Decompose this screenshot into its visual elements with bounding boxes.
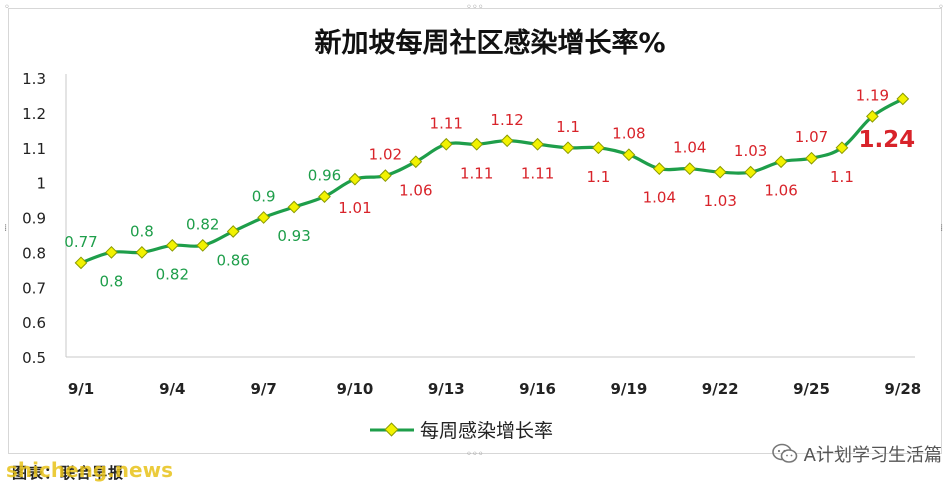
data-label: 1.01 bbox=[338, 199, 371, 217]
data-point-marker bbox=[439, 137, 453, 151]
data-label: 1.04 bbox=[643, 189, 676, 207]
data-label: 1.19 bbox=[856, 86, 889, 104]
series-layer: 0.77 0.8 0.8 0.82 0.82 0.86 0.9 0.93 0.96 1.01 1.0… bbox=[64, 86, 915, 290]
x-axis: 9/1 9/4 9/7 9/10 9/13 9/16 9/19 9/22 9/25 9/28 bbox=[66, 356, 921, 398]
x-tick-label: 9/16 bbox=[519, 380, 556, 398]
y-tick-label: 1.3 bbox=[22, 70, 46, 88]
data-label: 0.9 bbox=[252, 188, 276, 206]
data-label: 1.06 bbox=[764, 182, 797, 200]
data-point-marker bbox=[470, 137, 484, 151]
y-tick-label: 0.7 bbox=[22, 279, 46, 297]
data-label: 1.1 bbox=[830, 168, 854, 186]
frame-handle-right[interactable]: ⁞ bbox=[940, 223, 944, 234]
data-label: 1.1 bbox=[556, 118, 580, 136]
data-point-marker bbox=[287, 200, 301, 214]
data-label: 1.03 bbox=[734, 142, 767, 160]
data-point-marker bbox=[774, 155, 788, 169]
x-tick-label: 9/4 bbox=[159, 380, 185, 398]
y-tick-label: 0.5 bbox=[22, 349, 46, 367]
data-point-marker bbox=[409, 155, 423, 169]
data-point-marker bbox=[713, 165, 727, 179]
chart-frame bbox=[8, 8, 942, 454]
data-point-marker bbox=[500, 134, 514, 148]
data-label: 1.02 bbox=[369, 146, 402, 164]
data-label: 1.24 bbox=[858, 127, 915, 153]
y-tick-label: 0.9 bbox=[22, 210, 46, 228]
x-tick-label: 9/22 bbox=[702, 380, 739, 398]
data-point-marker bbox=[744, 165, 757, 179]
chart-caption: 图表：联合早报 bbox=[12, 464, 125, 482]
y-axis: 0.5 0.6 0.7 0.8 0.9 1 1.1 1.2 1.3 bbox=[22, 70, 67, 367]
legend-label: 每周感染增长率 bbox=[420, 420, 553, 442]
y-tick-label: 1 bbox=[36, 175, 46, 193]
y-tick-label: 1.1 bbox=[22, 140, 46, 158]
data-label: 1.11 bbox=[430, 114, 463, 132]
data-point-marker bbox=[866, 109, 879, 123]
wechat-icon bbox=[771, 443, 798, 465]
y-tick-label: 0.6 bbox=[22, 314, 46, 332]
x-tick-label: 9/19 bbox=[610, 380, 647, 398]
x-tick-label: 9/25 bbox=[793, 380, 830, 398]
x-tick-label: 9/7 bbox=[250, 380, 276, 398]
data-label: 0.8 bbox=[100, 272, 124, 290]
y-tick-label: 1.2 bbox=[22, 105, 46, 123]
data-label: 1.11 bbox=[521, 164, 554, 182]
data-label: 0.86 bbox=[216, 251, 249, 269]
data-point-marker bbox=[835, 141, 849, 155]
data-label: 1.12 bbox=[490, 111, 523, 129]
data-point-marker bbox=[165, 239, 179, 252]
data-point-marker bbox=[592, 141, 605, 155]
x-tick-label: 9/1 bbox=[68, 380, 94, 398]
legend: 每周感染增长率 bbox=[370, 420, 553, 442]
data-point-marker bbox=[561, 141, 575, 155]
data-point-marker bbox=[74, 256, 88, 270]
legend-marker-swatch bbox=[384, 422, 399, 437]
data-label: 1.03 bbox=[703, 192, 736, 210]
data-label: 1.08 bbox=[612, 125, 645, 143]
frame-handle-top[interactable]: ◦◦◦ bbox=[466, 2, 484, 13]
series-line bbox=[80, 97, 904, 265]
watermark: A计划学习生活篇 bbox=[771, 440, 942, 468]
x-tick-label: 9/10 bbox=[337, 380, 374, 398]
data-point-marker bbox=[531, 137, 544, 151]
data-label: 0.8 bbox=[130, 222, 154, 240]
data-point-marker bbox=[257, 211, 270, 224]
data-point-marker bbox=[348, 172, 362, 186]
data-label: 1.06 bbox=[399, 182, 432, 200]
data-label: 0.93 bbox=[277, 227, 310, 245]
frame-handle-left[interactable]: ⁞ bbox=[4, 223, 8, 234]
watermark-text: A计划学习生活篇 bbox=[803, 445, 942, 466]
frame-handle-bottom[interactable]: ◦◦◦ bbox=[466, 449, 484, 460]
data-point-marker bbox=[226, 225, 240, 238]
data-label: 0.82 bbox=[186, 215, 219, 233]
data-point-marker bbox=[622, 148, 636, 162]
frame-handle-corner-tl[interactable]: ◦ bbox=[4, 2, 10, 13]
data-point-marker bbox=[805, 151, 818, 165]
data-point-marker bbox=[683, 162, 697, 176]
y-tick-label: 0.8 bbox=[22, 244, 46, 262]
data-point-marker bbox=[196, 239, 210, 252]
data-point-marker bbox=[135, 246, 149, 259]
data-point-marker bbox=[105, 246, 118, 259]
data-label: 0.77 bbox=[64, 233, 97, 251]
data-point-marker bbox=[379, 169, 392, 183]
data-point-marker bbox=[318, 190, 331, 203]
data-label: 1.11 bbox=[460, 164, 493, 182]
chart-title: 新加坡每周社区感染增长率% bbox=[314, 27, 665, 59]
data-label: 1.1 bbox=[587, 168, 611, 186]
site-watermark: shicheng.news bbox=[6, 458, 173, 482]
frame-handle-corner-tr[interactable]: ◦ bbox=[938, 2, 944, 13]
data-point-marker bbox=[652, 162, 666, 176]
x-tick-label: 9/13 bbox=[428, 380, 465, 398]
data-label: 0.82 bbox=[156, 265, 189, 283]
x-tick-label: 9/28 bbox=[884, 380, 921, 398]
data-point-marker bbox=[896, 92, 910, 106]
data-label: 0.96 bbox=[308, 167, 341, 185]
data-label: 1.04 bbox=[673, 139, 706, 157]
data-label: 1.07 bbox=[795, 128, 828, 146]
